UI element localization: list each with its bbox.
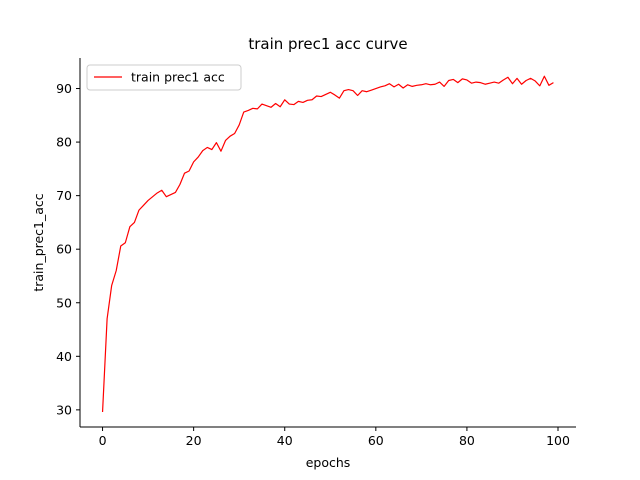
x-tick-label: 80 — [459, 433, 475, 448]
y-tick-label: 70 — [56, 188, 72, 203]
series-line-train-prec1-acc — [101, 75, 554, 413]
y-tick-label: 60 — [56, 242, 72, 257]
x-tick-label: 0 — [99, 433, 107, 448]
y-tick-label: 30 — [56, 402, 72, 417]
y-tick-label: 50 — [56, 295, 72, 310]
x-tick-label: 60 — [368, 433, 384, 448]
legend-label: train prec1 acc — [131, 70, 225, 85]
x-axis-ticks: 0 20 40 60 80 100 — [99, 427, 570, 448]
series-lines — [101, 75, 554, 413]
y-tick-label: 40 — [56, 349, 72, 364]
x-tick-label: 40 — [277, 433, 293, 448]
x-tick-label: 100 — [546, 433, 570, 448]
x-tick-label: 20 — [186, 433, 202, 448]
x-axis-label: epochs — [306, 455, 351, 470]
chart-title: train prec1 acc curve — [248, 35, 407, 53]
legend: train prec1 acc — [86, 64, 242, 91]
axes — [79, 58, 576, 428]
y-tick-label: 90 — [56, 81, 72, 96]
y-tick-label: 80 — [56, 135, 72, 150]
y-axis-ticks: 30 40 50 60 70 80 90 — [56, 81, 80, 417]
legend-box — [86, 64, 242, 91]
y-axis-label: train_prec1_acc — [31, 193, 46, 291]
